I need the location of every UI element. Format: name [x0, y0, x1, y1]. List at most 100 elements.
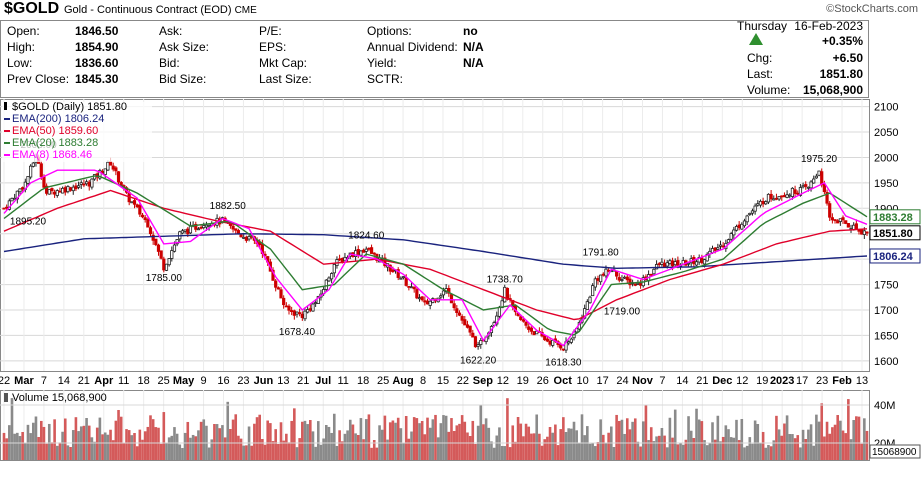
candle-body [420, 296, 424, 301]
legend-bg [2, 102, 152, 114]
candle-body [766, 193, 771, 203]
candle-body [463, 319, 467, 326]
candle-body [745, 215, 749, 223]
candle-body [660, 261, 664, 265]
x-tick-label: Jul [315, 375, 331, 387]
volume-bar [713, 439, 717, 460]
candle-body [732, 229, 736, 236]
volume-bar [2, 432, 6, 460]
candle-body [686, 262, 691, 265]
candle-body [841, 217, 845, 221]
candle-body [670, 260, 675, 267]
volume-bar [34, 416, 38, 460]
candle-body [425, 300, 430, 305]
volume-bar [431, 419, 435, 460]
volume-bar [207, 447, 211, 460]
volume-bar [487, 427, 491, 460]
candle-body [116, 171, 121, 183]
x-tick-label: 15 [437, 375, 449, 387]
volume-bar [820, 403, 824, 460]
volume-bar [367, 414, 371, 460]
candle-body [13, 197, 17, 200]
volume-bar [839, 420, 842, 460]
volume-bar [356, 435, 360, 460]
candle-body [748, 212, 752, 215]
volume-bar [106, 434, 110, 460]
x-tick-label: 13 [856, 375, 868, 387]
volume-bar [522, 436, 525, 460]
price-annotation: 1618.30 [545, 358, 582, 369]
volume-bar [119, 416, 123, 460]
candle-body [769, 193, 773, 200]
candle-body [55, 190, 59, 196]
candle-body [441, 290, 446, 296]
candle-body [415, 289, 419, 299]
volume-bar [828, 433, 832, 460]
candle-body [825, 192, 829, 204]
candle-body [599, 274, 603, 283]
x-tick-label: 11 [118, 375, 129, 387]
volume-bar [404, 416, 408, 460]
candle-body [79, 182, 83, 185]
volume-bar [282, 440, 285, 460]
candle-body [854, 223, 858, 230]
candle-body [66, 186, 70, 193]
volume-bar [66, 445, 70, 460]
quote-last-value: 1851.80 [819, 67, 863, 81]
candle-body [239, 234, 243, 238]
volume-bar [16, 432, 19, 460]
volume-bar [239, 438, 243, 460]
candle-body [186, 228, 190, 235]
volume-bar [751, 443, 754, 460]
candle-body [750, 210, 755, 214]
volume-bar [434, 414, 437, 460]
volume-bar [860, 443, 863, 460]
candle-body [604, 268, 608, 277]
candle-body [862, 230, 866, 236]
candle-body [404, 277, 408, 286]
candle-body [428, 300, 432, 306]
candle-body [330, 273, 334, 280]
volume-bar [815, 414, 818, 460]
quote-label: EPS: [259, 40, 287, 54]
price-tag-label: 1851.80 [873, 228, 913, 240]
ema200-line [3, 232, 868, 270]
candle-body [5, 206, 9, 209]
volume-bar [729, 437, 733, 460]
candle-body [662, 263, 667, 268]
x-tick-label: Aug [392, 375, 413, 387]
ema8-line [3, 169, 868, 347]
candle-body [700, 257, 704, 264]
candle-body [10, 197, 14, 202]
volume-bar [823, 436, 826, 460]
volume-bar [748, 437, 752, 460]
candle-body [194, 223, 198, 230]
price-panel: 1600165017001750180018501900195020002050… [0, 99, 921, 387]
candle-body [407, 285, 411, 288]
legend-bg [2, 114, 152, 126]
volume-bar [780, 435, 784, 460]
price-annotation: 1719.00 [604, 306, 641, 317]
volume-last-tag [869, 444, 921, 459]
volume-bar [197, 430, 200, 460]
quote-volume-label: Volume: [747, 83, 791, 97]
x-tick-label: 7 [41, 375, 47, 387]
x-tick-label: 7 [659, 375, 665, 387]
volume-bar [535, 414, 539, 460]
volume-bar [258, 414, 262, 460]
candle-body [71, 186, 75, 192]
volume-bar [343, 433, 347, 460]
candle-body [356, 249, 360, 255]
volume-bar [633, 418, 637, 460]
quote-label: Yield: [367, 56, 397, 70]
volume-bar [269, 423, 272, 460]
candle-body [838, 218, 842, 222]
volume-bar [452, 431, 456, 460]
volume-bar [436, 437, 440, 460]
volume-bar [679, 442, 682, 460]
candle-body [713, 247, 717, 251]
candle-body [532, 331, 536, 336]
candle-body [774, 197, 779, 200]
volume-bar [775, 415, 778, 460]
